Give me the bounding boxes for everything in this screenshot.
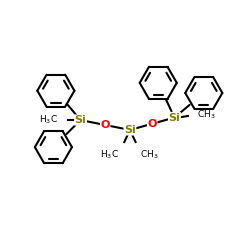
Text: Si: Si	[168, 112, 180, 122]
Text: $\mathregular{CH_3}$: $\mathregular{CH_3}$	[196, 108, 215, 121]
Text: $\mathregular{H_3C}$: $\mathregular{H_3C}$	[39, 113, 58, 126]
Text: Si: Si	[75, 115, 86, 125]
Text: $\mathregular{H_3C}$: $\mathregular{H_3C}$	[100, 148, 119, 160]
Text: O: O	[100, 120, 110, 130]
Text: $\mathregular{CH_3}$: $\mathregular{CH_3}$	[140, 148, 158, 160]
Text: O: O	[148, 119, 157, 129]
Text: Si: Si	[124, 125, 136, 135]
